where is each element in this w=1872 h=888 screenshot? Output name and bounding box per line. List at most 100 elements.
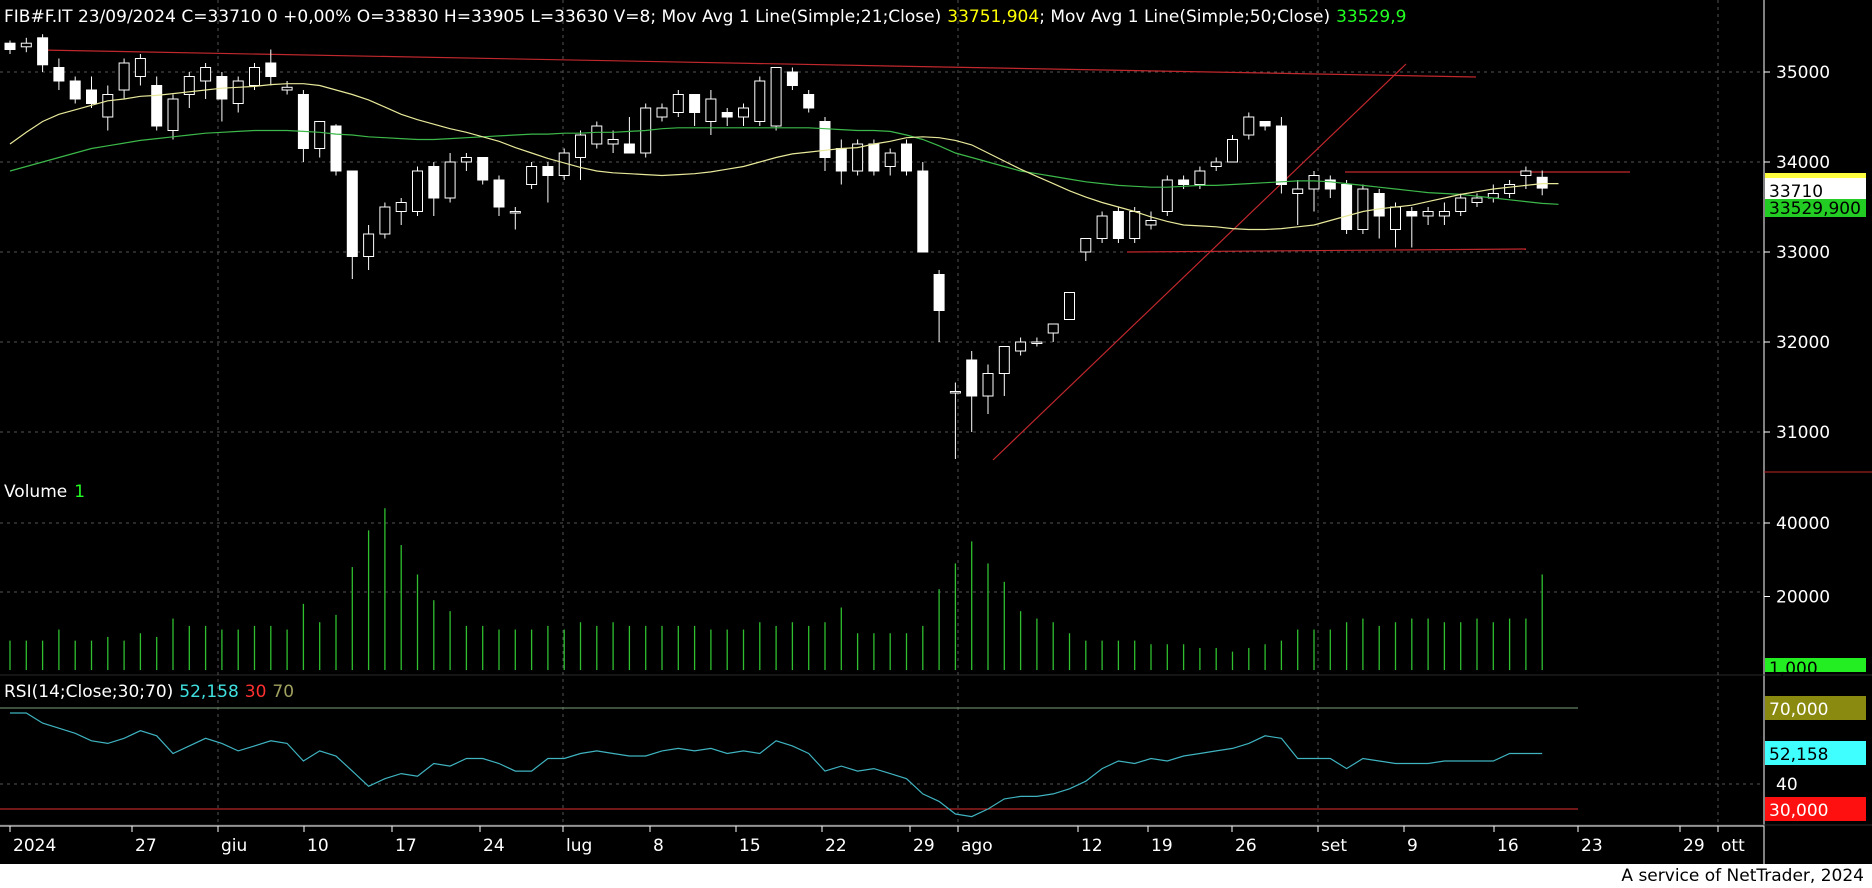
candle-body-up	[1292, 188, 1304, 194]
candle	[1373, 189, 1385, 239]
candle	[1080, 238, 1092, 261]
x-tick-label: 23	[1581, 836, 1603, 856]
candle	[1324, 175, 1336, 198]
candle-body-up	[1194, 170, 1206, 185]
footer-text: A service of NetTrader, 2024	[1621, 866, 1864, 886]
candle-body-up	[460, 157, 472, 163]
candle-body-up	[1096, 215, 1108, 239]
candle	[1341, 180, 1353, 234]
candle	[232, 76, 244, 113]
candle-body-down	[803, 94, 815, 109]
candle-body-up	[738, 107, 749, 118]
candle-body-up	[998, 346, 1010, 374]
candle-body-up	[509, 211, 521, 214]
candle	[542, 162, 554, 203]
candle-body-down	[721, 112, 733, 118]
rsi-value-tag-label: 52,158	[1769, 745, 1828, 765]
candle	[102, 85, 114, 131]
candle	[721, 108, 733, 126]
candle-body-down	[1324, 179, 1336, 190]
candle-body-up	[1438, 211, 1450, 217]
candle	[1112, 207, 1124, 243]
candle-body-up	[1471, 197, 1483, 203]
candle-body-down	[1406, 211, 1418, 217]
candle-body-down	[1178, 179, 1190, 185]
x-tick-label: 29	[1683, 836, 1705, 856]
candle	[69, 76, 81, 104]
candle-body-down	[835, 148, 847, 172]
candle	[689, 94, 701, 126]
candle-body-down	[53, 67, 65, 82]
y-axis-labels: 35000 34000 33000 32000 31000 40000 20000 40	[1764, 63, 1830, 795]
candle	[379, 202, 391, 239]
candle	[53, 58, 65, 90]
volume-bars	[9, 508, 1543, 670]
candle-body-down	[37, 37, 49, 66]
candle-body-down	[1259, 121, 1271, 127]
price-tick-label: 31000	[1776, 423, 1830, 443]
candle-body-up	[232, 80, 244, 104]
candle	[672, 90, 684, 117]
candle-body-down	[265, 62, 277, 77]
candle	[412, 166, 423, 216]
candle	[1275, 117, 1287, 194]
candle-body-up	[281, 86, 293, 91]
candle-body-down	[917, 170, 929, 253]
volume-tag: 1,000	[1765, 658, 1866, 679]
candle	[1487, 184, 1499, 203]
candle-body-up	[1308, 175, 1320, 190]
last-price-label: 33710	[1769, 182, 1823, 202]
candle-body-up	[1047, 323, 1059, 334]
candle-body-up	[167, 98, 179, 131]
candle-body-down	[901, 143, 912, 172]
candle	[249, 63, 260, 90]
candle-body-up	[395, 202, 407, 212]
candle-body-down	[689, 94, 701, 113]
x-tick-label: 24	[483, 836, 505, 856]
candle-body-up	[1145, 220, 1157, 226]
candle	[151, 76, 163, 131]
candle	[1406, 207, 1418, 248]
candle	[933, 270, 945, 342]
candle-body-down	[4, 42, 16, 51]
candle-body-up	[1015, 341, 1027, 352]
price-tick-label: 33000	[1776, 243, 1830, 263]
candle-body-down	[542, 166, 554, 176]
x-tick-label: 12	[1081, 836, 1103, 856]
candle-body-up	[1422, 211, 1434, 217]
candle	[966, 351, 978, 432]
volume-tag-label: 1,000	[1769, 659, 1818, 679]
x-tick-label: 17	[395, 836, 417, 856]
candle	[1504, 180, 1516, 198]
price-tick-label: 34000	[1776, 153, 1830, 173]
candle	[623, 117, 635, 154]
candle-body-down	[966, 359, 978, 397]
candle-body-up	[770, 67, 782, 127]
rsi-value-tag: 52,158	[1765, 741, 1866, 765]
candle	[1390, 202, 1401, 248]
candle	[460, 153, 472, 171]
candle	[167, 94, 179, 140]
candle	[656, 103, 668, 122]
candle-body-down	[428, 166, 440, 199]
candle-body-down	[151, 85, 163, 127]
rsi-levels	[0, 707, 1578, 810]
candle-body-up	[705, 98, 717, 122]
rsi-high-tag: 70,000	[1765, 696, 1866, 720]
candle-body-up	[1504, 184, 1516, 194]
candle	[200, 63, 212, 99]
candle-body-down	[330, 125, 342, 172]
candle	[1210, 157, 1222, 171]
candle-body-up	[526, 166, 538, 185]
candle-body-up	[379, 206, 391, 235]
candle	[1455, 193, 1467, 216]
candle	[346, 170, 358, 279]
candle-body-up	[1390, 206, 1401, 230]
candle-body-down	[623, 143, 635, 154]
candle	[1047, 323, 1059, 342]
candle	[819, 117, 831, 171]
candle	[786, 67, 798, 90]
x-tick-label: 29	[913, 836, 935, 856]
candle	[281, 81, 293, 95]
candle-body-up	[607, 139, 619, 145]
